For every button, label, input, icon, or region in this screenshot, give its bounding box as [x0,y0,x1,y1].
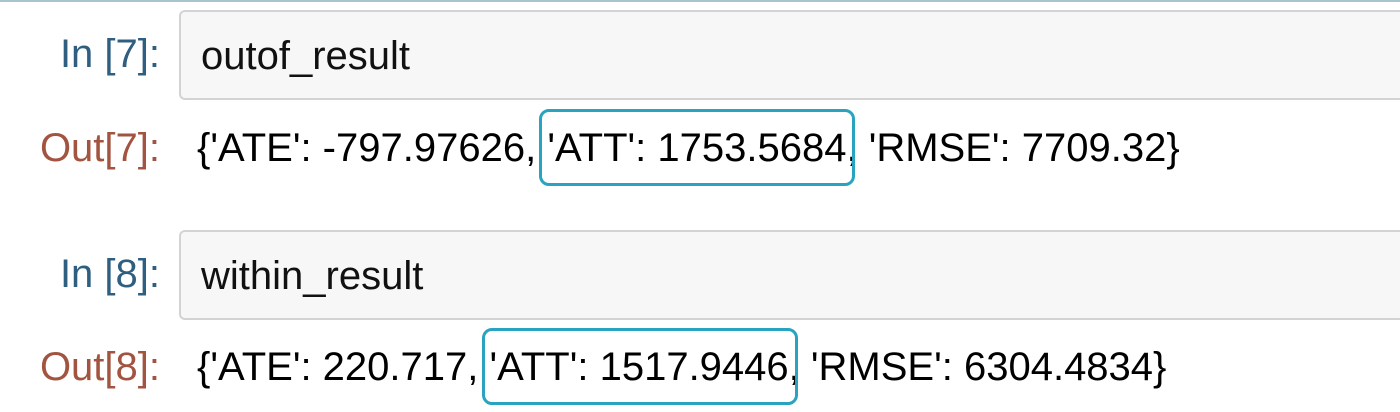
code-text: within_result [201,254,424,298]
output-segment: {'ATE': -797.97626, [197,126,548,170]
output-text: {'ATE': 220.717, 'ATT': 1517.9446, 'RMSE… [197,328,1167,405]
code-input-cell[interactable]: outof_result [179,10,1400,100]
input-prompt: In [8]: [59,252,160,296]
code-input-cell[interactable]: within_result [179,230,1400,320]
code-text: outof_result [201,34,411,78]
att-highlight: 'ATT': 1517.9446 [481,328,798,405]
cell-top-border [0,0,1400,2]
output-prompt: Out[8]: [39,345,160,389]
output-segment: , 'RMSE': 6304.4834} [788,345,1167,389]
output-prompt: Out[7]: [39,126,160,170]
output-segment: {'ATE': 220.717, [197,345,490,389]
att-highlight: 'ATT': 1753.5684 [539,109,856,186]
output-text: {'ATE': -797.97626, 'ATT': 1753.5684, 'R… [197,109,1180,186]
output-segment: , 'RMSE': 7709.32} [846,126,1180,170]
input-prompt: In [7]: [59,32,160,76]
